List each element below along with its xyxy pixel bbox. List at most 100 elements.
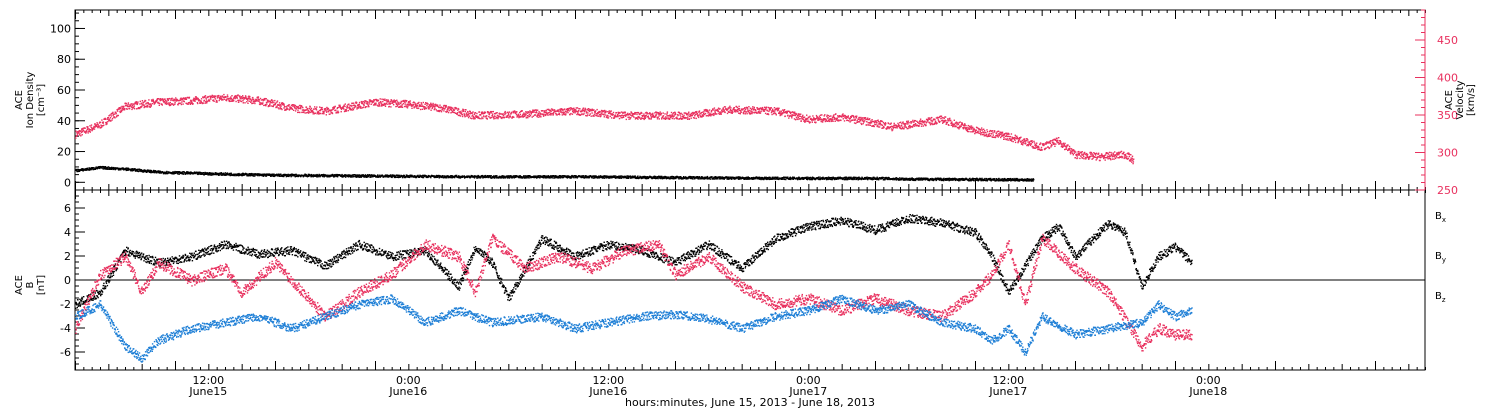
velocity-point [1024,140,1026,143]
velocity-point [333,106,336,108]
velocity-point [167,99,169,102]
velocity-point [121,109,123,111]
velocity-point [887,122,890,125]
velocity-point [246,98,249,100]
velocity-point [939,120,941,123]
velocity-point [126,104,128,107]
velocity-point [894,124,896,126]
velocity-point [182,98,184,100]
velocity-point [716,108,719,111]
velocity-point [200,98,203,100]
velocity-point [1099,154,1101,157]
velocity-point [455,107,457,109]
velocity-point [676,116,678,118]
velocity-point [265,105,267,107]
velocity-point [696,110,698,113]
velocity-point [990,130,992,132]
velocity-point [1061,146,1064,148]
density-point [226,174,228,176]
velocity-point [143,105,146,107]
velocity-point [1006,138,1008,140]
velocity-point [1047,142,1050,144]
velocity-point [634,111,636,114]
velocity-point [144,101,146,103]
velocity-point [526,115,529,117]
velocity-point [789,114,791,117]
velocity-point [916,124,919,127]
velocity-point [961,122,963,125]
velocity-point [400,101,402,104]
velocity-point [587,112,589,114]
velocity-point [214,98,216,100]
velocity-point [604,114,606,116]
velocity-point [167,102,169,104]
velocity-point [251,102,253,105]
velocity-point [271,99,273,101]
density-point [245,173,248,175]
velocity-point [476,112,478,115]
velocity-point [449,107,451,109]
velocity-point [870,122,873,124]
velocity-point [861,117,864,119]
velocity-point [1102,155,1105,157]
velocity-point [986,133,988,136]
velocity-point [450,109,452,111]
velocity-point [283,106,286,108]
velocity-point [610,113,613,116]
velocity-point [684,117,686,120]
velocity-point [727,108,729,110]
velocity-point [851,114,853,117]
velocity-point [595,113,598,115]
velocity-point [559,108,562,110]
velocity-point [290,106,292,109]
density-point [157,171,160,174]
velocity-point [744,107,746,109]
velocity-point [962,128,965,130]
velocity-point [643,113,645,115]
velocity-point [452,111,455,114]
velocity-point [864,117,867,119]
velocity-point [272,100,274,102]
velocity-point [90,124,93,126]
velocity-point [168,97,171,100]
velocity-point [868,124,870,126]
velocity-point [1106,155,1109,157]
velocity-point [979,130,981,132]
density-point [269,174,271,176]
velocity-point [505,112,507,114]
velocity-point [432,102,434,105]
velocity-point [775,114,777,116]
velocity-point [695,111,698,114]
velocity-point [607,111,609,113]
velocity-point [497,116,500,118]
velocity-point [250,99,253,102]
velocity-point [680,112,682,114]
density-point [118,167,120,170]
velocity-point [941,117,943,119]
velocity-point [1005,135,1007,138]
velocity-point [180,97,182,99]
velocity-point [707,112,709,114]
velocity-point [219,98,221,100]
density-point [88,168,90,171]
velocity-point [905,123,907,125]
density-point [84,169,86,171]
velocity-point [945,123,947,125]
velocity-point [875,121,877,123]
velocity-point [396,101,399,103]
velocity-point [386,101,389,103]
velocity-point [522,115,525,117]
velocity-point [1069,153,1072,155]
velocity-point [178,102,181,105]
velocity-point [1025,139,1028,142]
velocity-point [1084,152,1086,155]
velocity-point [874,123,876,125]
velocity-point [375,98,377,101]
velocity-point [1048,147,1051,149]
velocity-point [959,126,961,129]
velocity-point [144,100,147,102]
velocity-point [112,113,115,115]
velocity-point [1112,152,1114,154]
velocity-point [309,108,312,111]
velocity-point [171,103,173,105]
